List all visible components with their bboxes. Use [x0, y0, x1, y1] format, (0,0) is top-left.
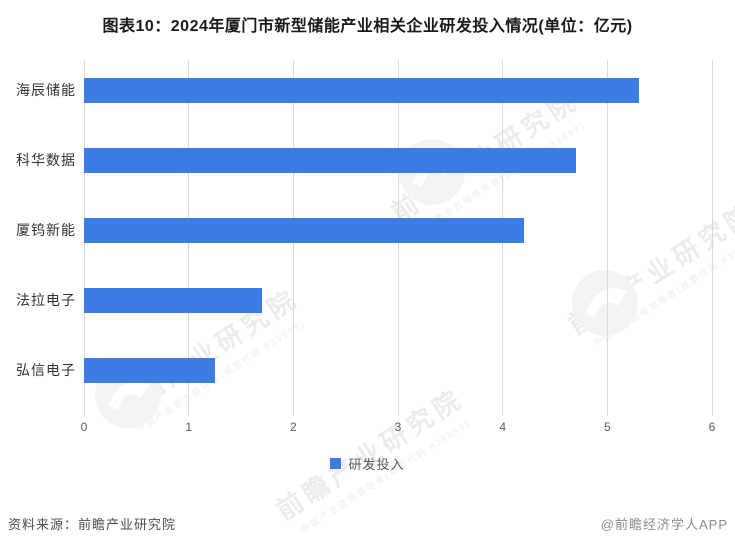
x-tick-label-6: 6: [708, 420, 716, 434]
bar-弘信电子: [84, 358, 215, 383]
gridline-x-6: [711, 60, 713, 416]
x-tick-label-0: 0: [80, 420, 88, 434]
y-axis-label-厦钨新能: 厦钨新能: [16, 222, 76, 238]
legend: 研发投入: [0, 454, 735, 473]
x-tick-label-2: 2: [289, 420, 297, 434]
x-tick-label-1: 1: [185, 420, 192, 434]
y-axis-label-海辰储能: 海辰储能: [16, 82, 76, 98]
x-tick-label-3: 3: [394, 420, 402, 434]
y-axis-label-科华数据: 科华数据: [16, 152, 76, 168]
x-tick-label-5: 5: [603, 420, 611, 434]
footer-source: 资料来源：前瞻产业研究院: [8, 517, 177, 532]
y-axis-label-法拉电子: 法拉电子: [16, 292, 76, 308]
footer-credit: @前瞻经济学人APP: [600, 517, 728, 532]
plot-area: 0 1 2 3 4 5 6: [81, 60, 715, 434]
bar-法拉电子: [84, 288, 262, 313]
bar-厦钨新能: [84, 218, 524, 243]
bar-海辰储能: [84, 78, 639, 103]
legend-swatch: [330, 458, 342, 469]
y-axis-label-弘信电子: 弘信电子: [16, 362, 76, 378]
chart-title: 图表10：2024年厦门市新型储能产业相关企业研发投入情况(单位：亿元): [102, 18, 633, 35]
bar-科华数据: [84, 148, 576, 173]
gridline-x-5: [606, 60, 608, 416]
legend-label: 研发投入: [348, 457, 405, 472]
x-tick-label-4: 4: [499, 420, 506, 434]
